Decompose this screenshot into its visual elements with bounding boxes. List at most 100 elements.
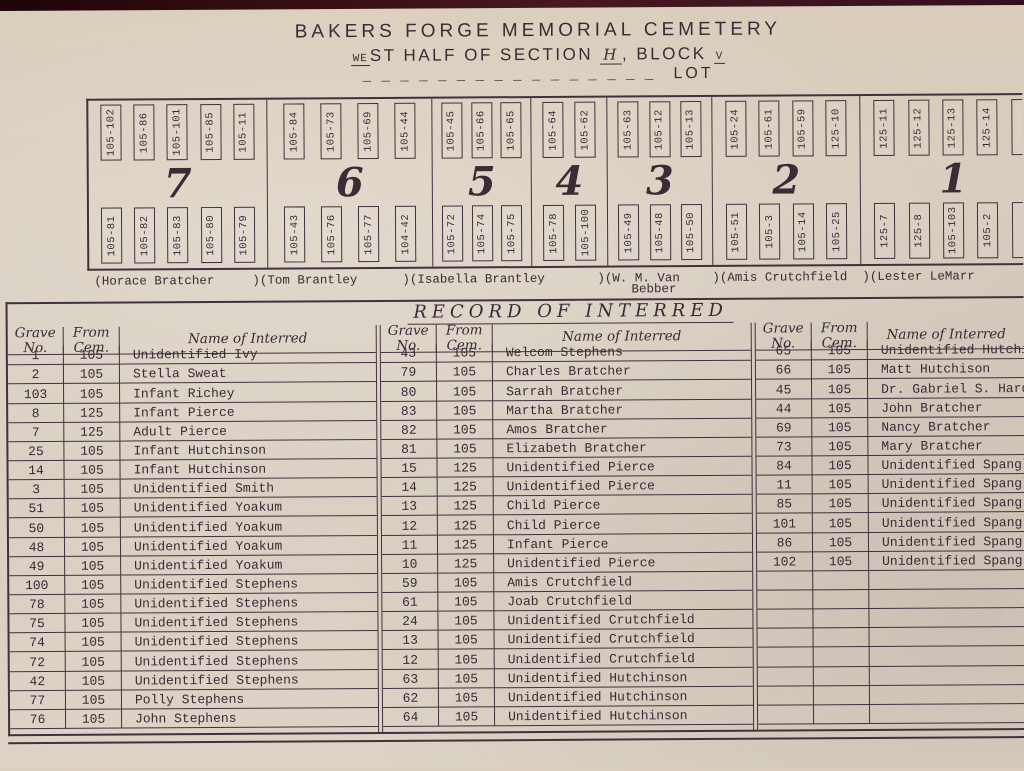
grave-plot: 105-79 bbox=[233, 206, 256, 263]
from-cem-cell: 105 bbox=[64, 517, 121, 538]
name-cell: Unidentified Hutchinson bbox=[494, 667, 753, 688]
name-cell: Amis Crutchfield bbox=[494, 571, 753, 593]
plot-row-bottom: 105-72 105-74 105-75 bbox=[433, 205, 531, 267]
grave-plot: 105-14 bbox=[792, 203, 815, 260]
grave-plot: 105-80 bbox=[200, 206, 222, 264]
from-cem-cell: 105 bbox=[65, 632, 122, 653]
from-cem-cell: 105 bbox=[812, 532, 870, 553]
plot-label: 105-43 bbox=[288, 214, 301, 255]
lot-number: 4 bbox=[555, 157, 584, 205]
grave-plot: 105-48 bbox=[649, 204, 671, 261]
grave-no-cell: 78 bbox=[9, 594, 66, 615]
grave-no-cell: 50 bbox=[8, 518, 65, 538]
from-cem-cell bbox=[813, 589, 870, 610]
plot-label: 105-74 bbox=[475, 212, 489, 254]
name-cell: Welcom Stephens bbox=[492, 341, 751, 363]
scan-edge-bar bbox=[0, 0, 1024, 11]
plot-label: 125-10 bbox=[830, 107, 843, 149]
name-cell: John Stephens bbox=[122, 707, 379, 729]
grave-no-cell: 11 bbox=[756, 475, 813, 495]
grave-no-cell bbox=[757, 705, 815, 725]
plot-row-top: 105-64 105-62 bbox=[531, 98, 606, 159]
grave-plot: 105-74 bbox=[471, 205, 493, 262]
lot-section-7: 105-102 105-86 105-101 105-85 105-11 7 105-81 1… bbox=[88, 99, 269, 269]
owner-label: (Horace Bratcher bbox=[94, 273, 215, 289]
plot-label: 105-85 bbox=[204, 111, 217, 153]
lot-number: 2 bbox=[772, 156, 801, 204]
from-cem-cell: 105 bbox=[65, 594, 122, 615]
from-cem-cell: 105 bbox=[437, 400, 494, 421]
plot-label: 105-24 bbox=[729, 108, 742, 150]
grave-plot: 105-102 bbox=[100, 104, 122, 161]
plot-label: 105-50 bbox=[685, 211, 698, 253]
grave-no-cell: 14 bbox=[381, 477, 438, 498]
grave-no-cell: 13 bbox=[382, 630, 439, 651]
from-cem-cell: 105 bbox=[64, 383, 121, 404]
plot-row-top: 105-45 105-66 105-65 bbox=[432, 98, 530, 160]
name-cell: Unidentified Crutchfield bbox=[494, 628, 753, 650]
table-group-1: Grave No. From Cem. Name of Interred 1 105 Un… bbox=[7, 324, 380, 737]
name-cell: Infant Pierce bbox=[120, 401, 377, 423]
grave-no-cell: 74 bbox=[9, 633, 66, 653]
grave-plot: 105-61 bbox=[758, 100, 780, 157]
plot-row-bottom: 105-78 105-100 bbox=[532, 204, 607, 266]
plot-label: 125-13 bbox=[946, 107, 960, 148]
grave-plot: 105-65 bbox=[500, 102, 522, 159]
name-cell: Unidentified Spangle bbox=[869, 550, 1024, 571]
interred-table: RECORD OF INTERRED Grave No. From Cem. Nam… bbox=[5, 296, 1024, 737]
grave-no-cell: 66 bbox=[755, 360, 813, 381]
grave-plot: 105-76 bbox=[320, 206, 343, 263]
grave-no-cell bbox=[757, 590, 814, 610]
section-fill-in: H bbox=[600, 45, 622, 65]
name-cell: Unidentified Crutchfield bbox=[494, 648, 753, 669]
grave-plot: 104-42 bbox=[394, 205, 417, 262]
plot-row-bottom: 105-49 105-48 105-50 bbox=[608, 204, 712, 266]
grave-plot: 125-10 bbox=[825, 100, 848, 157]
from-cem-cell: 105 bbox=[437, 419, 494, 440]
name-cell: Child Pierce bbox=[493, 494, 752, 516]
grave-no-cell: 102 bbox=[757, 552, 814, 572]
name-cell: Unidentified Stephens bbox=[121, 669, 378, 691]
name-cell: Unidentified Pierce bbox=[493, 475, 752, 497]
grave-no-cell: 51 bbox=[8, 499, 65, 519]
lot-number: 5 bbox=[467, 158, 496, 206]
grave-no-cell: 73 bbox=[756, 437, 813, 457]
name-cell: Unidentified Pierce bbox=[494, 552, 753, 574]
plot-label: 125-11 bbox=[878, 107, 891, 149]
grave-no-cell bbox=[757, 686, 814, 706]
name-cell: Unidentified Yoakum bbox=[120, 516, 377, 538]
plot-label: 105-3 bbox=[763, 214, 776, 249]
grave-no-cell: 80 bbox=[381, 382, 438, 402]
from-cem-cell: 105 bbox=[64, 441, 121, 461]
grave-plot: 105-77 bbox=[357, 205, 380, 263]
grave-plot: 125-12 bbox=[907, 99, 930, 156]
plot-label: 125-12 bbox=[912, 107, 925, 149]
plot-label: 125-7 bbox=[878, 213, 892, 248]
grave-no-cell: 82 bbox=[381, 420, 438, 440]
from-cem-cell: 105 bbox=[64, 479, 121, 500]
name-cell: Unidentified Stephens bbox=[121, 573, 378, 595]
grave-plot: 105-25 bbox=[826, 203, 848, 260]
from-cem-cell: 105 bbox=[65, 575, 122, 595]
name-cell: Nancy Bratcher bbox=[868, 416, 1024, 437]
grave-no-cell bbox=[757, 666, 814, 687]
from-cem-cell: 105 bbox=[65, 613, 122, 634]
from-cem-cell: 125 bbox=[64, 403, 121, 423]
lot-section-2: 105-24 105-61 105-59 125-10 2 105-51 105-3 105-… bbox=[712, 96, 862, 265]
from-cem-cell: 105 bbox=[438, 649, 495, 670]
grave-no-cell: 12 bbox=[381, 516, 438, 536]
grave-plot: 105-45 bbox=[441, 102, 463, 159]
from-cem-cell: 105 bbox=[65, 671, 122, 691]
plot-label: 125-14 bbox=[981, 106, 994, 148]
name-cell: Unidentified Ivy bbox=[119, 344, 376, 365]
lot-label: LOT bbox=[673, 64, 714, 83]
grave-plot: 105-82 bbox=[134, 207, 156, 264]
grave-plot: 105-3 bbox=[759, 203, 781, 260]
from-cem-cell: 105 bbox=[812, 379, 869, 399]
from-cem-cell: 125 bbox=[437, 534, 495, 555]
plot-label: 105-81 bbox=[105, 215, 118, 257]
grave-no-cell: 59 bbox=[382, 573, 439, 593]
name-cell: Unidentified Spangle bbox=[868, 474, 1024, 495]
name-cell: Infant Richey bbox=[120, 382, 377, 404]
name-cell: Unidentified Yoakum bbox=[120, 497, 377, 518]
